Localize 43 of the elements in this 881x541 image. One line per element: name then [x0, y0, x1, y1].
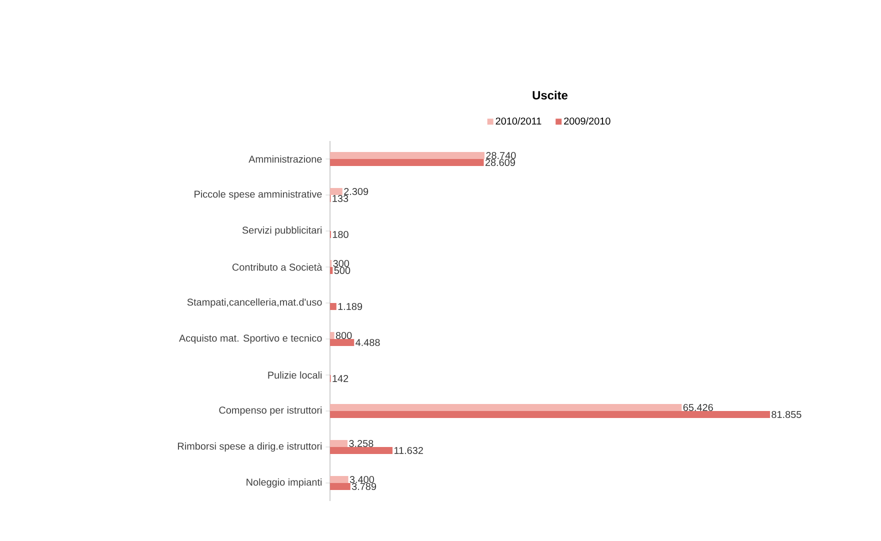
bar [330, 476, 348, 484]
data-label: 3.789 [352, 482, 376, 490]
y-tick-label: Stampati,cancelleria,mat.d'uso [187, 298, 322, 308]
chart-title: Uscite [532, 90, 568, 100]
bar [330, 267, 333, 274]
bar [330, 332, 334, 340]
bar [330, 404, 682, 412]
data-label: 11.632 [394, 446, 423, 454]
legend-label: 2010/2011 [496, 117, 542, 125]
y-tick-label: Compenso per istruttori [219, 406, 322, 416]
bar [330, 339, 354, 346]
y-tick-label: Contributo a Società [232, 263, 322, 271]
bar [330, 188, 342, 196]
y-tick-label: Pulizie locali [268, 371, 322, 379]
y-tick-label: Rimborsi spese a dirig.e istruttori [178, 442, 322, 452]
data-label: 142 [332, 375, 348, 382]
data-label: 180 [332, 230, 348, 238]
y-tick-label: Piccole spese amministrative [194, 190, 322, 200]
bar [330, 303, 336, 310]
legend-label: 2009/2010 [564, 117, 610, 125]
bar [330, 159, 484, 166]
data-label: 300 [333, 260, 350, 268]
data-label: 500 [334, 266, 350, 274]
data-label: 81.855 [772, 410, 802, 418]
data-label: 800 [336, 332, 352, 340]
data-label: 28.740 [486, 152, 516, 160]
bar [330, 447, 393, 454]
y-tick-label: Amministrazione [248, 155, 322, 163]
data-label: 3.258 [349, 440, 374, 448]
bar [330, 440, 348, 448]
bar [330, 152, 484, 160]
data-label: 133 [332, 194, 348, 202]
data-label: 2.309 [344, 188, 368, 196]
data-label: 1.189 [338, 302, 362, 310]
bar [330, 411, 770, 418]
data-label: 65.426 [683, 404, 713, 412]
y-tick-label: Servizi pubblicitari [242, 226, 322, 236]
data-label: 3.400 [350, 476, 374, 484]
data-label: 4.488 [356, 338, 380, 346]
data-label: 28.609 [485, 158, 515, 166]
y-tick-label: Acquisto mat. Sportivo e tecnico [179, 334, 322, 344]
y-tick-label: Noleggio impianti [246, 478, 322, 488]
bar [330, 483, 350, 490]
